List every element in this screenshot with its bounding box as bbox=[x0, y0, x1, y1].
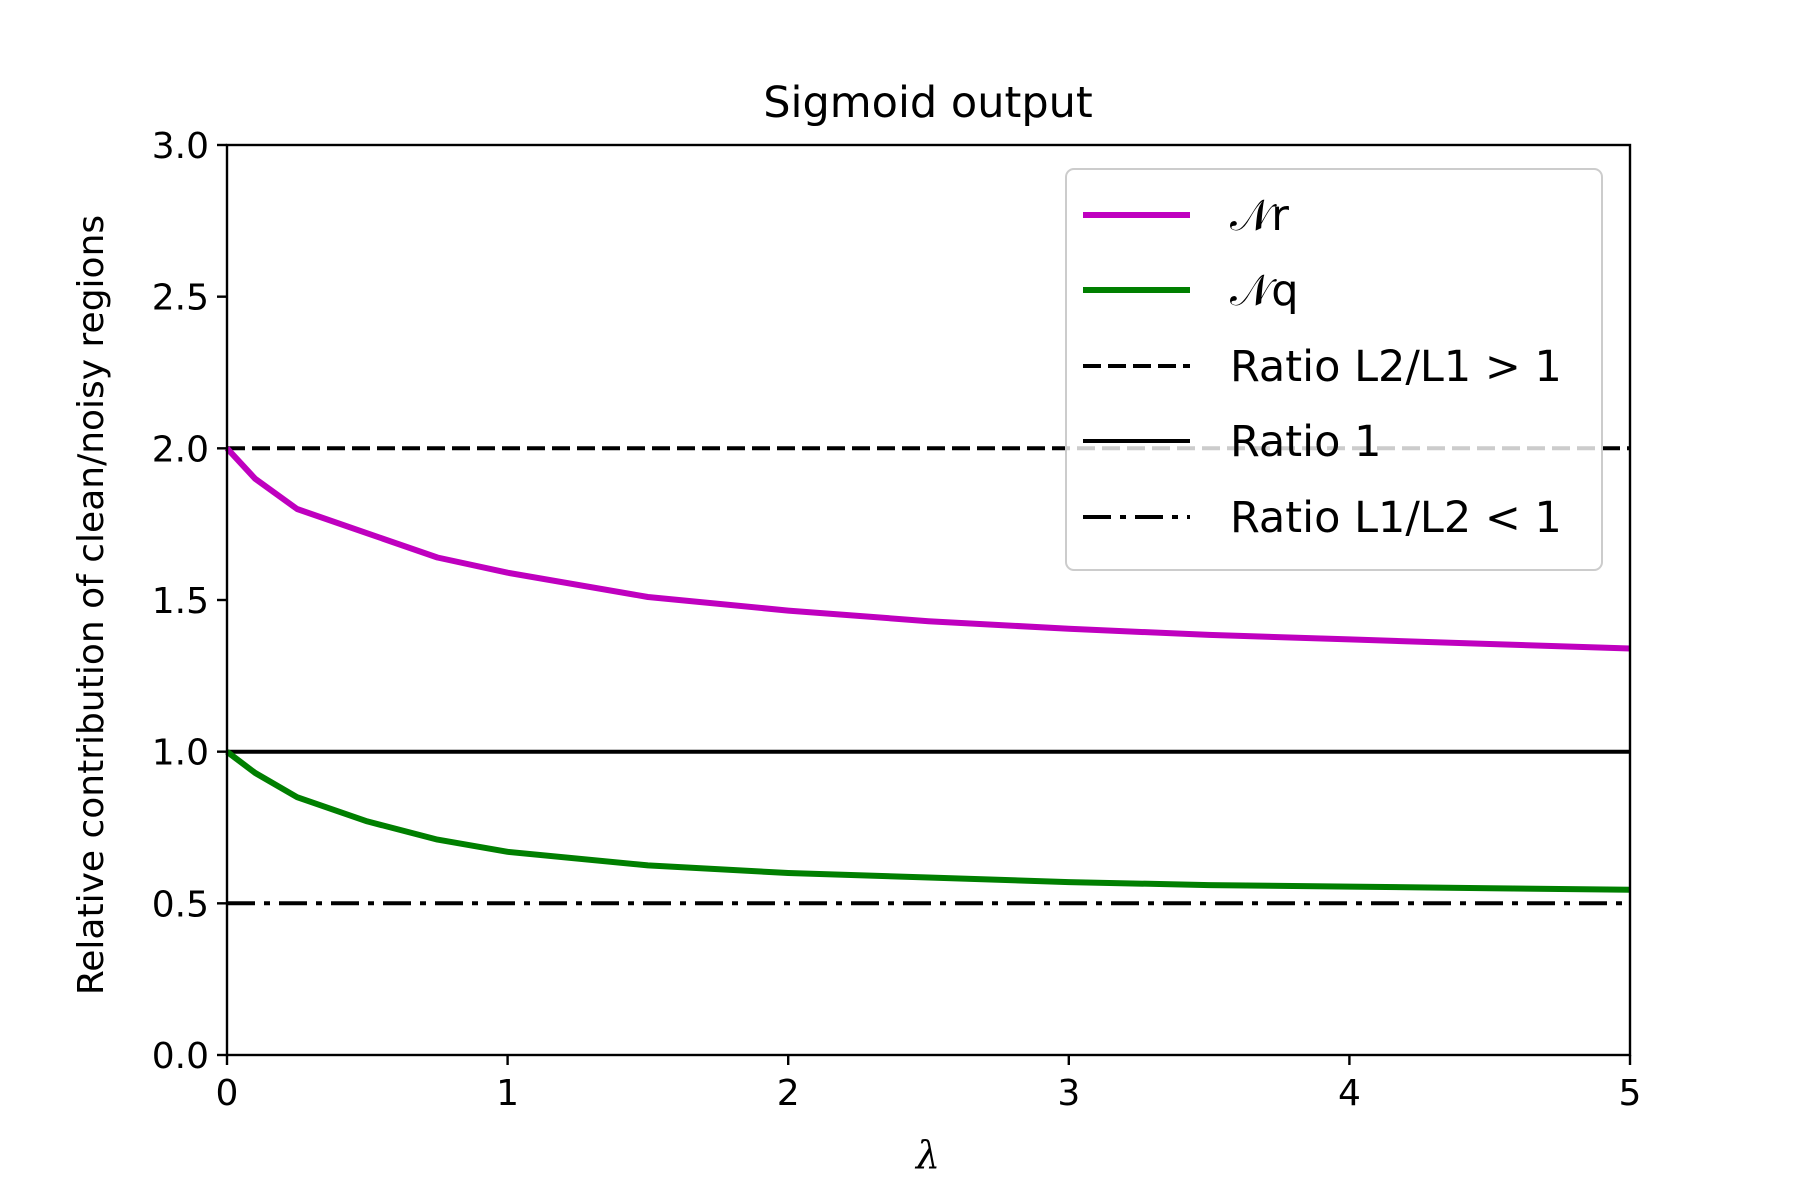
y-tick-label: 2.5 bbox=[152, 278, 209, 319]
y-tick-label: 0.0 bbox=[152, 1036, 209, 1077]
x-tick-label: 4 bbox=[1338, 1073, 1361, 1114]
axes-frame bbox=[225, 143, 1632, 1057]
legend-frame bbox=[1065, 168, 1603, 571]
y-tick-label: 3.0 bbox=[152, 126, 209, 167]
series-line bbox=[224, 446, 1631, 652]
legend-label: Ratio L1/L2 < 1 bbox=[1230, 493, 1562, 543]
x-tick-label: 3 bbox=[1057, 1073, 1080, 1114]
y-tick-label: 1.0 bbox=[152, 733, 209, 774]
series-line bbox=[225, 749, 1631, 893]
legend-label: 𝒩q bbox=[1230, 266, 1299, 316]
x-tick-label: 5 bbox=[1619, 1073, 1642, 1114]
x-tick-label: 2 bbox=[777, 1073, 800, 1114]
y-axis-label: Relative contribution of clean/noisy reg… bbox=[71, 215, 112, 995]
x-axis: 0 1 2 3 4 5 bbox=[216, 1055, 1642, 1114]
y-axis: 0.0 0.5 1.0 1.5 2.0 2.5 3.0 bbox=[152, 126, 227, 1077]
x-axis-label: λ bbox=[914, 1133, 940, 1177]
y-tick-label: 2.0 bbox=[152, 429, 209, 470]
x-tick-label: 0 bbox=[216, 1073, 239, 1114]
legend-label: Ratio 1 bbox=[1230, 417, 1381, 467]
y-tick-label: 1.5 bbox=[152, 581, 209, 622]
plot-area bbox=[224, 446, 1631, 906]
legend-label: Ratio L2/L1 > 1 bbox=[1230, 342, 1562, 392]
legend-label: 𝒩r bbox=[1230, 191, 1289, 241]
y-tick-label: 0.5 bbox=[152, 884, 209, 925]
legend: 𝒩r 𝒩q Ratio L2/L1 > 1 Ratio 1 Ratio L1/L2 < … bbox=[1065, 168, 1603, 571]
x-tick-label: 1 bbox=[496, 1073, 519, 1114]
chart-title: Sigmoid output bbox=[763, 78, 1092, 128]
